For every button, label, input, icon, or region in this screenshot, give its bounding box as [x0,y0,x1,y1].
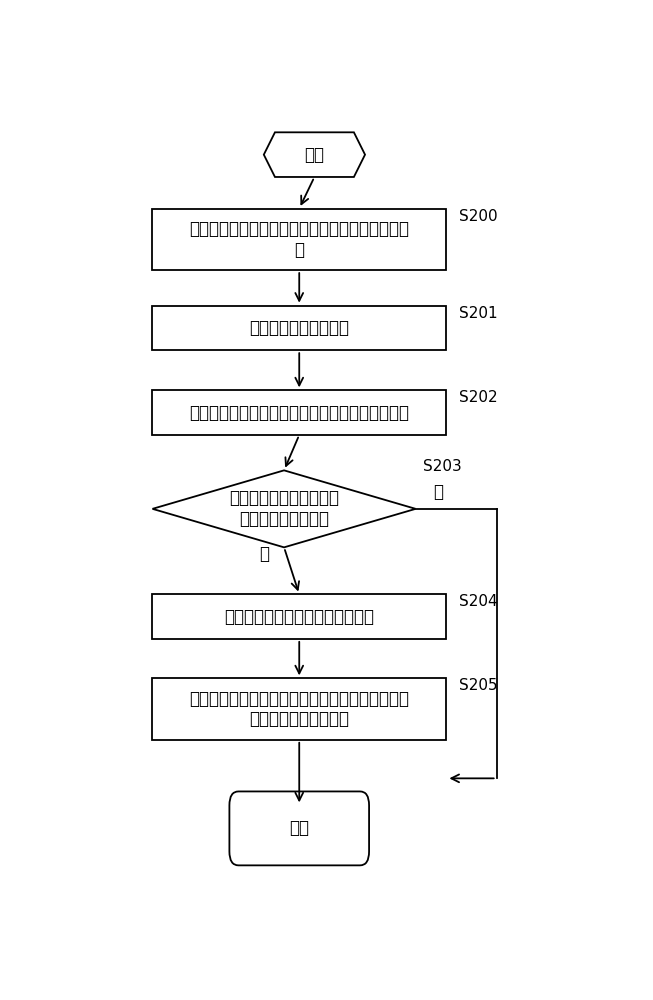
Text: S204: S204 [458,594,498,609]
FancyBboxPatch shape [153,306,446,350]
Text: 是: 是 [434,483,443,501]
Text: S202: S202 [458,390,498,405]
Text: 依照用户操作信息，基于平台签名对应的权限，删
除特定类别的应用程序: 依照用户操作信息，基于平台签名对应的权限，删 除特定类别的应用程序 [189,690,409,728]
Text: 检测已安装的应用程序: 检测已安装的应用程序 [249,319,349,337]
FancyBboxPatch shape [153,678,446,740]
FancyBboxPatch shape [153,209,446,270]
Text: S205: S205 [458,678,498,693]
Text: S203: S203 [423,459,462,474]
Text: 安装指定应用程序，并将指定应用程序签成平台签
名: 安装指定应用程序，并将指定应用程序签成平台签 名 [189,220,409,259]
Text: 向用户发送应用程序安全提示信息: 向用户发送应用程序安全提示信息 [224,608,374,626]
Text: 结束: 结束 [289,819,310,837]
FancyBboxPatch shape [153,390,446,435]
FancyBboxPatch shape [229,791,369,865]
Polygon shape [153,470,416,547]
Text: S200: S200 [458,209,498,224]
Polygon shape [264,132,365,177]
Text: 否: 否 [259,545,269,563]
Text: 开始: 开始 [304,146,325,164]
Text: 判断特定类别的应用程序
是否与预设名单匹配: 判断特定类别的应用程序 是否与预设名单匹配 [229,489,339,528]
Text: S201: S201 [458,306,498,321]
Text: 从已安装的应用程序中选择出特定类别的应用程序: 从已安装的应用程序中选择出特定类别的应用程序 [189,404,409,422]
FancyBboxPatch shape [153,594,446,639]
